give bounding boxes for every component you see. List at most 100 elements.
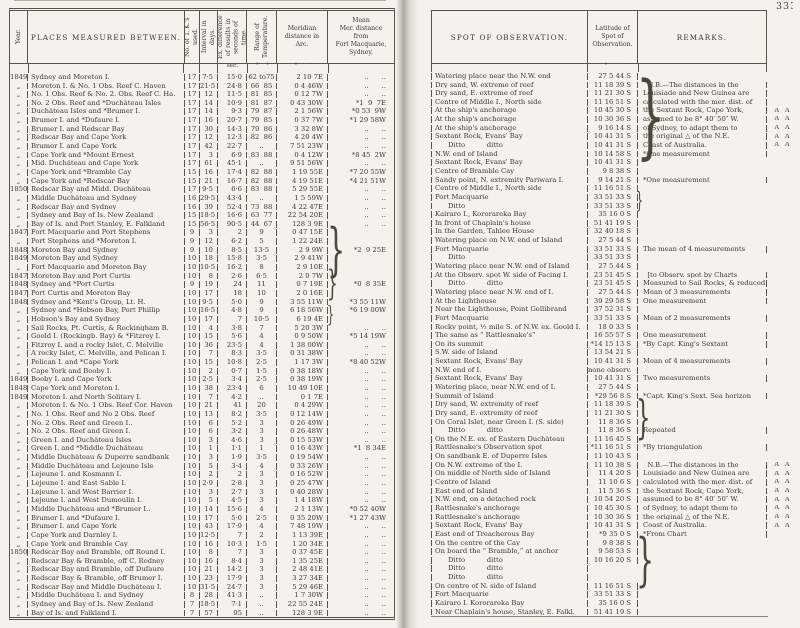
table-cell: 8: [185, 592, 200, 600]
right-table-body: Watering place near the N.W. end 27 5 44 …: [431, 69, 799, 616]
table-cell: 19: [200, 281, 218, 289]
table-row: 1848 Sydney and *Port Curtis 9 19 24 11 0 7 19…: [10, 280, 394, 289]
table-cell: 4·8: [218, 307, 247, 315]
table-cell: 22 55 24E: [277, 601, 328, 608]
table-cell: 0 38 18W: [277, 367, 328, 375]
table-cell: 0 1 7E: [277, 393, 328, 401]
table-cell: Redscar Bay and Midd. Duchâteau: [28, 186, 185, 194]
table-cell: 6: [247, 384, 277, 392]
table-row: „ Redscar Bay and Sydney 16 39 52·4 73 88 4 22…: [10, 203, 394, 212]
table-cell: .. ..: [364, 609, 386, 617]
table-cell: 9 16 14 S: [588, 124, 638, 132]
table-cell: Ditto: [431, 202, 588, 210]
table-row: Ditto 33 51 33 S: [431, 253, 799, 262]
table-cell: A A: [774, 470, 792, 477]
table-cell: 2·5: [247, 376, 277, 384]
table-cell: 2 9 41W: [277, 255, 328, 263]
table-cell: 79 87: [247, 108, 277, 116]
table-cell: Fort Macquarie and Port Stephens: [28, 229, 185, 237]
table-row: On its summit *14 15 13 S *By Capt. King's…: [431, 340, 799, 349]
table-cell: 9: [185, 229, 200, 237]
table-cell: .. ..: [364, 134, 386, 142]
table-row: 1848 Cape York and Moreton I. 10 38 23·4 6 10 …: [10, 384, 394, 393]
table-cell: 3: [247, 480, 277, 487]
table-cell: In the Garden, Tahlee House: [431, 228, 588, 236]
table-cell: 10: [185, 367, 200, 375]
table-cell: „: [10, 462, 28, 470]
table-row: „ Redscar Bay & Bramble, off Brumer I. 10 2…: [10, 574, 394, 583]
table-cell: the Sextant Rock, Cape York,: [638, 107, 767, 115]
table-cell: „: [10, 601, 28, 608]
table-cell: 0 25 47W: [277, 480, 328, 487]
table-cell: 10: [185, 393, 200, 401]
table-cell: 10 45 30 S: [588, 504, 638, 512]
table-row: 1849 Booby I. and Cape York 10 2·5 3·4 2·5 0 3…: [10, 375, 394, 384]
table-cell: On centre of N. side of Island: [431, 582, 588, 590]
table-cell: 1847: [10, 229, 28, 237]
table-cell: 0 33 26W: [277, 462, 328, 470]
table-cell: Louisiade and New Guinea are: [638, 90, 767, 97]
table-cell: „: [10, 497, 28, 505]
table-cell: 9·5: [200, 298, 218, 306]
col-header-meridian-distance: Meridian distance in Arc.: [277, 11, 328, 63]
table-cell: 52·4: [218, 203, 247, 211]
table-cell: „: [10, 514, 28, 522]
table-cell: ..: [247, 194, 277, 202]
table-cell: 3: [200, 151, 218, 159]
table-cell: *1 8 34E: [353, 445, 386, 453]
right-table: SPOT OF OBSERVATION. Latitude of Spot of…: [431, 10, 799, 618]
table-cell: A A: [774, 496, 792, 503]
table-cell: .. ..: [364, 194, 386, 202]
table-cell: 41: [218, 402, 247, 410]
table-cell: 4: [247, 523, 277, 531]
table-cell: „: [10, 557, 28, 565]
table-cell: 3: [247, 497, 277, 505]
table-cell: „: [10, 307, 28, 315]
table-cell: 1 13 39E: [277, 531, 328, 539]
table-cell: 21: [200, 177, 218, 185]
table-cell: 18·5: [200, 601, 218, 608]
table-cell: 7: [200, 350, 218, 358]
table-cell: 3: [247, 436, 277, 444]
table-cell: 20·7: [218, 117, 247, 124]
table-cell: 10: [185, 333, 200, 340]
table-cell: On Coral Islet, near Green I. (S. side): [431, 418, 588, 426]
table-cell: 6 19 4E: [277, 315, 328, 323]
table-row: „ No. 1 Obs. Reef and No 2 Obs. Reef 10 13 8…: [10, 410, 394, 419]
table-cell: 23 51 45 S: [588, 280, 638, 288]
table-cell: No. 2 Obs. Reef and Green I..: [28, 419, 185, 427]
table-cell: *5 14 19W: [349, 333, 386, 340]
table-cell: *0 53 9W: [351, 108, 386, 116]
table-cell: .. ..: [364, 436, 386, 444]
table-cell: 3: [200, 229, 218, 237]
table-cell: Moreton Bay and Sydney: [28, 246, 185, 254]
table-cell: „: [10, 108, 28, 116]
table-cell: 5·0: [218, 298, 247, 306]
table-cell: 0 35 20W: [277, 514, 328, 522]
table-cell: Middle Duchâteau & Duperre sandbank: [28, 454, 185, 461]
table-cell: .. ..: [364, 212, 386, 219]
table-cell: 11 8 36 S: [588, 427, 638, 434]
table-cell: .. ..: [364, 523, 386, 531]
table-cell: Lejeune I. and East Sable I.: [28, 480, 185, 487]
table-row: „ Sydney and Bay of Is. New Zealand 7 18·5 7…: [10, 600, 394, 609]
table-cell: 2·7: [218, 488, 247, 496]
table-cell: „: [10, 134, 28, 142]
table-cell: 1850: [10, 549, 28, 556]
table-cell: 2 0 7W: [277, 272, 328, 280]
table-row: „ Brumer I. and *Dufaure I. 10 17 5·0 2·5 0 35…: [10, 514, 394, 523]
table-cell: „: [10, 419, 28, 427]
table-cell: Brumer I. and *Dufaure I.: [28, 117, 185, 124]
table-cell: calculated with the mer. dist. of: [638, 479, 767, 486]
table-cell: „: [10, 436, 28, 444]
table-cell: 39 29 58 S: [588, 297, 638, 305]
table-cell: 10: [185, 514, 200, 522]
table-cell: 17: [185, 82, 200, 90]
table-cell: 16: [200, 557, 218, 565]
table-row: „ Green I. and *Middle Duchâteau 10 1 1·1 1 0 …: [10, 445, 394, 454]
table-cell: 28: [200, 592, 218, 600]
table-cell: 3·2: [218, 428, 247, 435]
table-cell: Ditto ditto: [431, 565, 588, 573]
table-cell: 9·3: [218, 108, 247, 116]
